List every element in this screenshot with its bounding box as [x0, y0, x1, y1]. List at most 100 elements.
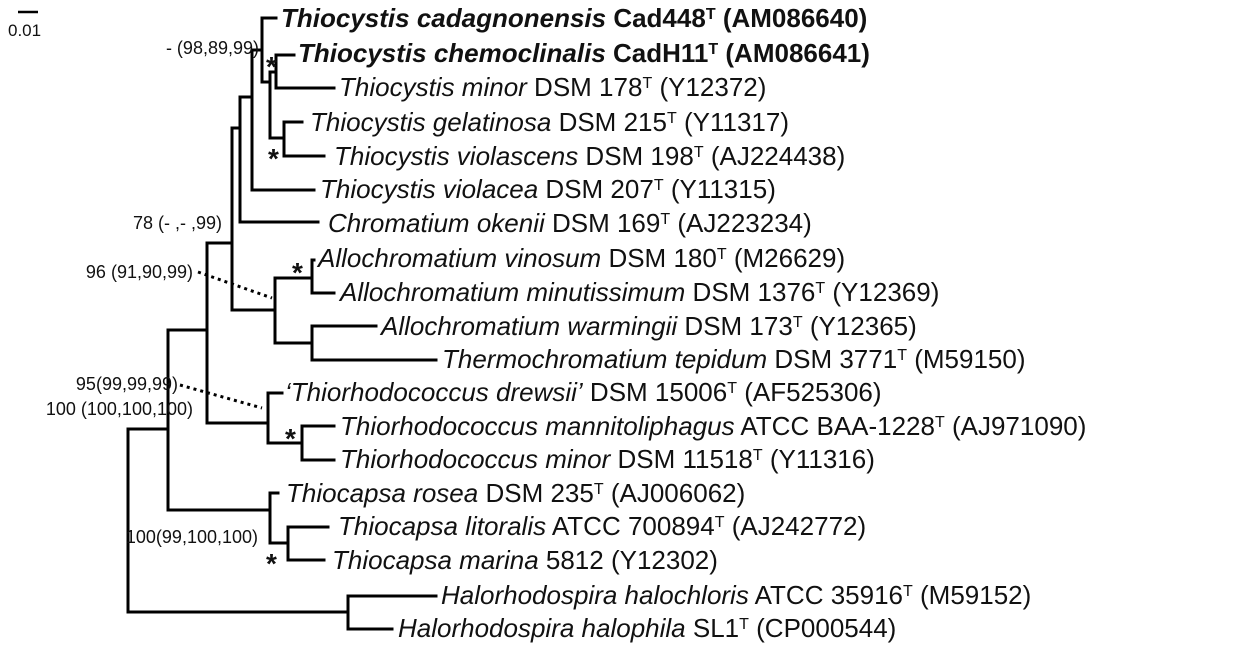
taxon-accession: (M26629) — [727, 243, 846, 273]
taxon-accession: (Y11317) — [677, 107, 789, 137]
taxon-type-strain-mark: T — [706, 6, 716, 23]
taxon-type-strain-mark: T — [642, 75, 652, 92]
taxon-strain: Cad448 — [606, 3, 706, 33]
taxon-label: Chromatium okenii DSM 169T (AJ223234) — [328, 208, 812, 238]
taxon-label: Allochromatium vinosum DSM 180T (M26629) — [316, 243, 845, 273]
taxon-type-strain-mark: T — [903, 583, 913, 600]
taxon-type-strain-mark: T — [717, 246, 727, 263]
taxon-label: Thiorhodococcus minor DSM 11518T (Y11316… — [340, 444, 875, 474]
taxon-label: Thiorhodococcus mannitoliphagus ATCC BAA… — [340, 411, 1086, 441]
taxon-label: Thiocystis chemoclinalis CadH11T (AM0866… — [298, 38, 870, 68]
taxon-type-strain-mark: T — [708, 41, 718, 58]
taxon-species-name: Thiorhodococcus minor — [340, 444, 612, 474]
taxon-type-strain-mark: T — [753, 447, 763, 464]
taxon-species-name: Thiocapsa rosea — [286, 478, 478, 508]
taxon-accession: (AJ224438) — [704, 141, 846, 171]
support-label: 95(99,99,99) — [76, 374, 178, 394]
support-leader-95 — [179, 383, 263, 410]
taxon-species-name: Thiocapsa litoralis — [338, 511, 546, 541]
support-label: - (98,89,99) — [166, 38, 259, 58]
taxon-strain: ATCC 35916 — [749, 580, 903, 610]
taxon-label: ‘Thiorhodococcus drewsii’ DSM 15006T (AF… — [285, 377, 882, 407]
taxon-species-name: Thiocystis minor — [339, 72, 528, 102]
taxon-strain: 5812 — [539, 545, 604, 575]
taxon-species-name: Thiorhodococcus mannitoliphagus — [340, 411, 735, 441]
support-label: 100(99,100,100) — [126, 527, 258, 547]
taxon-species-name: Thermochromatium tepidum — [442, 344, 767, 374]
taxon-type-strain-mark: T — [654, 177, 664, 194]
taxon-accession: (Y12372) — [652, 72, 766, 102]
taxon-accession: (Y12369) — [825, 277, 939, 307]
node-markers: * * * * * — [266, 51, 303, 579]
taxon-strain: SL1 — [686, 613, 740, 643]
taxon-label: Halorhodospira halochloris ATCC 35916T (… — [441, 580, 1031, 610]
taxon-type-strain-mark: T — [727, 380, 737, 397]
taxon-label: Allochromatium minutissimum DSM 1376T (Y… — [338, 277, 939, 307]
taxon-type-strain-mark: T — [594, 481, 604, 498]
taxon-type-strain-mark: T — [715, 514, 725, 531]
taxon-strain: ATCC BAA-1228 — [735, 411, 935, 441]
taxon-strain: DSM 198 — [578, 141, 694, 171]
taxon-type-strain-mark: T — [935, 414, 945, 431]
taxon-label: Thiocystis cadagnonensis Cad448T (AM0866… — [281, 3, 867, 33]
taxon-accession: (AJ006062) — [604, 478, 746, 508]
taxon-strain: DSM 15006 — [583, 377, 728, 407]
taxon-type-strain-mark: T — [739, 616, 749, 633]
taxon-label: Thiocystis violacea DSM 207T (Y11315) — [320, 174, 776, 204]
support-label: 96 (91,90,99) — [86, 262, 193, 282]
taxon-label: Thermochromatium tepidum DSM 3771T (M591… — [442, 344, 1025, 374]
taxon-strain: DSM 169 — [545, 208, 661, 238]
taxon-accession: (Y11315) — [664, 174, 776, 204]
taxon-species-name: Thiocystis chemoclinalis — [298, 38, 606, 68]
taxon-accession: (AM086640) — [716, 3, 868, 33]
support-values: - (98,89,99) 78 (- ,- ,99) 96 (91,90,99)… — [46, 38, 259, 547]
taxon-species-name: Thiocystis gelatinosa — [310, 107, 551, 137]
star-marker: * — [285, 423, 296, 454]
taxon-species-name: Allochromatium vinosum — [316, 243, 601, 273]
taxon-label: Thiocapsa litoralis ATCC 700894T (AJ2427… — [338, 511, 866, 541]
scale-bar-label: 0.01 — [8, 21, 41, 40]
taxon-species-name: Thiocapsa marina — [332, 545, 539, 575]
taxon-species-name: Halorhodospira halochloris — [441, 580, 749, 610]
taxon-accession: (Y12365) — [803, 311, 917, 341]
taxon-species-name: Halorhodospira halophila — [398, 613, 686, 643]
taxon-strain: ATCC 700894 — [546, 511, 715, 541]
taxon-species-name: Allochromatium minutissimum — [338, 277, 685, 307]
taxon-accession: (AF525306) — [737, 377, 882, 407]
taxon-species-name: Chromatium okenii — [328, 208, 546, 238]
taxon-label: Thiocystis minor DSM 178T (Y12372) — [339, 72, 766, 102]
support-label: 78 (- ,- ,99) — [133, 213, 222, 233]
star-marker: * — [266, 51, 277, 82]
taxon-accession: (CP000544) — [749, 613, 896, 643]
taxon-type-strain-mark: T — [660, 211, 670, 228]
taxon-accession: (AJ971090) — [945, 411, 1087, 441]
support-leader-96 — [197, 270, 273, 300]
taxon-accession: (AJ242772) — [725, 511, 867, 541]
taxon-labels: Thiocystis cadagnonensis Cad448T (AM0866… — [281, 3, 1086, 643]
taxon-species-name: ‘Thiorhodococcus drewsii’ — [285, 377, 584, 407]
taxon-strain: DSM 11518 — [610, 444, 753, 474]
taxon-strain: DSM 215 — [551, 107, 667, 137]
taxon-species-name: Allochromatium warmingii — [379, 311, 678, 341]
star-marker: * — [292, 257, 303, 288]
taxon-label: Halorhodospira halophila SL1T (CP000544) — [398, 613, 896, 643]
taxon-strain: DSM 173 — [677, 311, 793, 341]
star-marker: * — [268, 143, 279, 174]
taxon-type-strain-mark: T — [694, 144, 704, 161]
taxon-type-strain-mark: T — [815, 280, 825, 297]
taxon-label: Allochromatium warmingii DSM 173T (Y1236… — [379, 311, 917, 341]
taxon-strain: DSM 235 — [478, 478, 594, 508]
taxon-species-name: Thiocystis violacea — [320, 174, 538, 204]
taxon-label: Thiocapsa marina 5812 (Y12302) — [332, 545, 718, 575]
taxon-species-name: Thiocystis cadagnonensis — [281, 3, 606, 33]
taxon-accession: (Y11316) — [763, 444, 875, 474]
taxon-accession: (Y12302) — [604, 545, 718, 575]
taxon-strain: DSM 3771 — [767, 344, 897, 374]
taxon-strain: CadH11 — [606, 38, 709, 68]
taxon-label: Thiocystis violascens DSM 198T (AJ224438… — [334, 141, 845, 171]
taxon-type-strain-mark: T — [897, 347, 907, 364]
taxon-label: Thiocapsa rosea DSM 235T (AJ006062) — [286, 478, 745, 508]
star-marker: * — [266, 548, 277, 579]
